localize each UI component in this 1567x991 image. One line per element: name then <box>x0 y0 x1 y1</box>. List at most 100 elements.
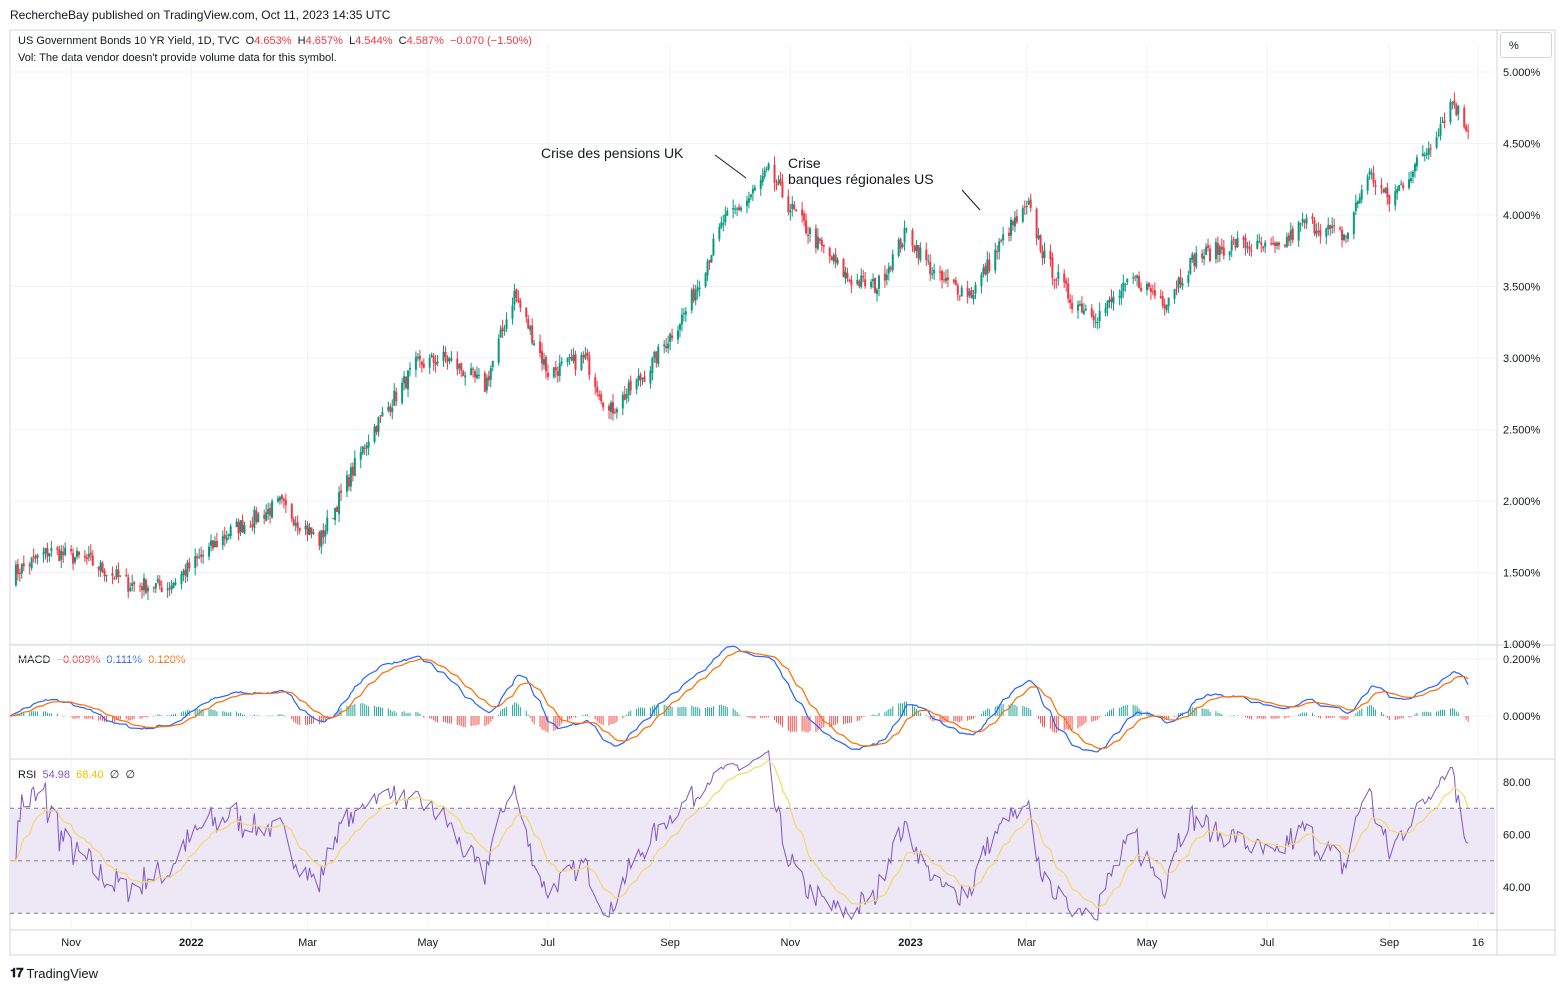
candle-body <box>836 259 839 264</box>
candle-body <box>1134 276 1137 278</box>
candle-body <box>925 249 928 261</box>
candle-body <box>759 180 762 189</box>
candle-body <box>456 358 459 370</box>
candle-body <box>215 540 218 548</box>
candle-body <box>326 517 329 532</box>
candle-body <box>379 415 382 417</box>
candle-body <box>208 546 211 557</box>
candle-body <box>1435 137 1438 148</box>
candle-body <box>361 446 364 454</box>
candle-body <box>324 530 327 537</box>
candle-body <box>692 288 695 301</box>
candle-body <box>858 281 861 287</box>
candle-body <box>708 259 711 263</box>
candle-body <box>832 255 835 262</box>
candle-body <box>960 287 963 297</box>
candle-body <box>229 526 232 537</box>
chart-frame <box>9 29 1556 956</box>
candle-body <box>903 228 906 243</box>
candle-body <box>1041 251 1044 259</box>
candle-body <box>292 519 295 526</box>
candle-body <box>1218 246 1221 255</box>
candle-body <box>269 508 272 516</box>
candle-body <box>1140 287 1143 292</box>
candle-body <box>1463 107 1466 128</box>
candle-body <box>180 573 183 584</box>
candle-body <box>1283 244 1286 247</box>
candle-body <box>860 275 863 287</box>
candle-body <box>864 279 867 287</box>
candle-body <box>795 209 798 212</box>
candle-body <box>1053 279 1056 281</box>
high-label: H <box>297 35 306 47</box>
candle-body <box>602 402 605 408</box>
candle-body <box>1015 216 1018 223</box>
candle-body <box>1132 277 1135 279</box>
candle-body <box>129 587 132 591</box>
candle-body <box>1457 106 1460 115</box>
candle-body <box>158 580 161 586</box>
candle-body <box>639 374 642 381</box>
candle-body <box>872 279 875 282</box>
candle-body <box>736 208 739 210</box>
annotations: Crise des pensions UK Crise banques régi… <box>541 145 981 211</box>
candle-body <box>822 244 825 247</box>
candle-body <box>584 354 587 359</box>
candle-body <box>476 374 479 379</box>
candle-body <box>1285 236 1288 247</box>
candle-body <box>676 330 679 340</box>
candle-body <box>403 376 406 384</box>
footer-brand[interactable]: 𝟏𝟕 TradingView <box>10 965 98 981</box>
candle-body <box>1423 155 1426 157</box>
candle-body <box>1090 308 1093 317</box>
candle-body <box>105 574 108 576</box>
candle-body <box>1149 288 1152 292</box>
candle-body <box>511 305 514 319</box>
candle-body <box>401 382 404 403</box>
candle-body <box>1175 288 1178 290</box>
macd-pane: 0.200% 0.000% <box>9 645 1541 753</box>
candle-body <box>1303 220 1306 223</box>
candle-body <box>718 226 721 240</box>
candle-body <box>101 563 104 572</box>
candle-body <box>982 267 985 275</box>
candle-body <box>541 351 544 364</box>
candle-body <box>1214 241 1217 259</box>
candle-body <box>779 178 782 184</box>
candle-body <box>1232 239 1235 241</box>
candle-body <box>1346 232 1349 240</box>
candle-body <box>1329 225 1332 229</box>
candle-body <box>933 269 936 274</box>
candle-body <box>304 526 307 530</box>
candle-body <box>773 164 776 183</box>
macd-label: MACD <box>18 654 51 666</box>
candle-body <box>722 223 725 225</box>
candle-body <box>552 367 555 377</box>
candle-body <box>1181 282 1184 287</box>
candle-body <box>18 572 21 575</box>
candle-body <box>365 445 368 449</box>
time-tick-label: Mar <box>1017 937 1036 949</box>
candle-body <box>1043 250 1046 259</box>
candle-body <box>14 564 17 586</box>
candle-body <box>1427 148 1430 155</box>
candle-body <box>1002 234 1005 241</box>
candle-body <box>637 376 640 381</box>
candle-body <box>225 537 228 541</box>
candle-body <box>816 236 819 249</box>
candle-body <box>28 564 31 567</box>
candle-body <box>353 457 356 477</box>
price-tick-label: 4.500% <box>1503 139 1541 151</box>
candle-body <box>1039 235 1042 252</box>
candle-body <box>986 259 989 275</box>
time-tick-label: Nov <box>61 937 81 949</box>
candle-body <box>897 239 900 257</box>
candle-body <box>1272 243 1275 245</box>
candle-body <box>188 562 191 569</box>
candle-body <box>450 358 453 361</box>
candle-body <box>834 254 837 263</box>
percent-scale-button[interactable]: % <box>1500 32 1552 58</box>
candle-body <box>941 270 944 281</box>
candle-body <box>814 228 817 248</box>
